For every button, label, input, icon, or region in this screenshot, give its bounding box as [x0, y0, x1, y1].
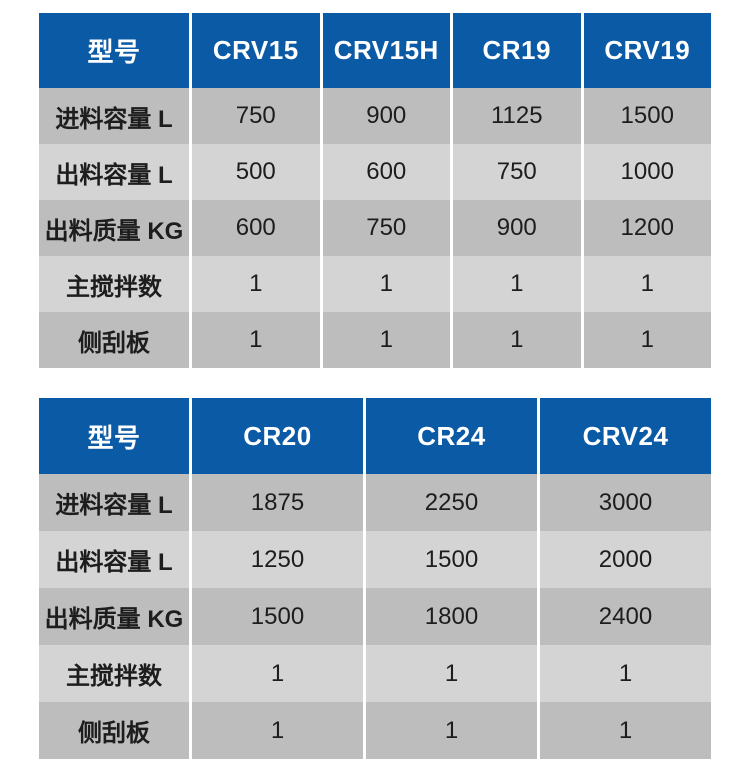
row-label-cell: 出料容量 L	[39, 531, 189, 588]
value-cell: 1500	[192, 588, 363, 645]
value-cell: 1500	[366, 531, 537, 588]
value-cell: 1200	[583, 200, 711, 256]
table-row-discharge-capacity: 出料容量 L 1250 1500 2000	[39, 531, 711, 588]
value-cell: 1	[540, 702, 711, 759]
row-label-cell: 进料容量 L	[39, 88, 189, 144]
header-cell-cr20: CR20	[192, 398, 363, 474]
header-cell-crv19: CRV19	[583, 13, 711, 88]
value-cell: 1800	[366, 588, 537, 645]
table-row-side-scraper: 侧刮板 1 1 1 1	[39, 312, 711, 368]
value-cell: 1	[192, 312, 320, 368]
value-cell: 2400	[540, 588, 711, 645]
value-cell: 600	[322, 144, 450, 200]
spec-table-large-models: 型号 CR20 CR24 CRV24 进料容量 L 1875 2250 3000…	[39, 398, 711, 759]
value-cell: 1	[366, 702, 537, 759]
header-cell-crv15: CRV15	[192, 13, 320, 88]
value-cell: 900	[453, 200, 581, 256]
value-cell: 2000	[540, 531, 711, 588]
value-cell: 600	[192, 200, 320, 256]
table-header-row: 型号 CR20 CR24 CRV24	[39, 398, 711, 474]
value-cell: 3000	[540, 474, 711, 531]
header-cell-model: 型号	[39, 13, 189, 88]
table-row-discharge-mass: 出料质量 KG 1500 1800 2400	[39, 588, 711, 645]
value-cell: 1	[322, 256, 450, 312]
table-row-feed-capacity: 进料容量 L 1875 2250 3000	[39, 474, 711, 531]
value-cell: 1000	[583, 144, 711, 200]
row-label-cell: 进料容量 L	[39, 474, 189, 531]
value-cell: 750	[322, 200, 450, 256]
header-cell-model: 型号	[39, 398, 189, 474]
value-cell: 900	[322, 88, 450, 144]
value-cell: 2250	[366, 474, 537, 531]
value-cell: 1	[453, 312, 581, 368]
header-cell-cr24: CR24	[366, 398, 537, 474]
value-cell: 1875	[192, 474, 363, 531]
header-cell-crv15h: CRV15H	[322, 13, 450, 88]
value-cell: 1500	[583, 88, 711, 144]
row-label-cell: 出料质量 KG	[39, 200, 189, 256]
value-cell: 1	[583, 256, 711, 312]
header-cell-cr19: CR19	[453, 13, 581, 88]
row-label-cell: 侧刮板	[39, 702, 189, 759]
row-label-cell: 主搅拌数	[39, 256, 189, 312]
value-cell: 1	[366, 645, 537, 702]
value-cell: 1	[192, 645, 363, 702]
value-cell: 1125	[453, 88, 581, 144]
table-row-discharge-capacity: 出料容量 L 500 600 750 1000	[39, 144, 711, 200]
spec-table-small-models: 型号 CRV15 CRV15H CR19 CRV19 进料容量 L 750 90…	[39, 13, 711, 368]
value-cell: 1	[540, 645, 711, 702]
value-cell: 750	[192, 88, 320, 144]
row-label-cell: 侧刮板	[39, 312, 189, 368]
row-label-cell: 出料质量 KG	[39, 588, 189, 645]
value-cell: 1	[453, 256, 581, 312]
value-cell: 750	[453, 144, 581, 200]
value-cell: 500	[192, 144, 320, 200]
table-row-feed-capacity: 进料容量 L 750 900 1125 1500	[39, 88, 711, 144]
table-row-side-scraper: 侧刮板 1 1 1	[39, 702, 711, 759]
value-cell: 1250	[192, 531, 363, 588]
value-cell: 1	[192, 702, 363, 759]
value-cell: 1	[192, 256, 320, 312]
row-label-cell: 主搅拌数	[39, 645, 189, 702]
value-cell: 1	[322, 312, 450, 368]
table-row-main-mixers: 主搅拌数 1 1 1 1	[39, 256, 711, 312]
row-label-cell: 出料容量 L	[39, 144, 189, 200]
table-header-row: 型号 CRV15 CRV15H CR19 CRV19	[39, 13, 711, 88]
table-row-main-mixers: 主搅拌数 1 1 1	[39, 645, 711, 702]
value-cell: 1	[583, 312, 711, 368]
table-row-discharge-mass: 出料质量 KG 600 750 900 1200	[39, 200, 711, 256]
header-cell-crv24: CRV24	[540, 398, 711, 474]
